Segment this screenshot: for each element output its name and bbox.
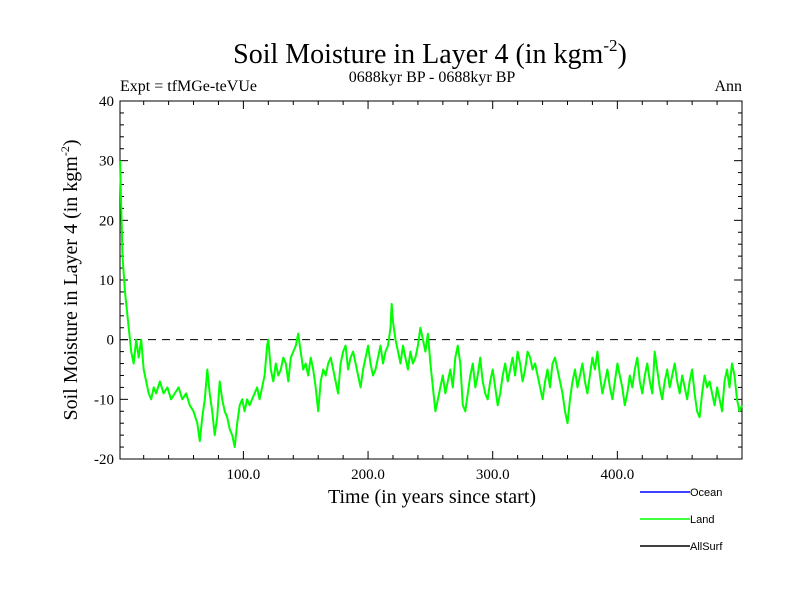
- y-tick-label: 30: [99, 154, 114, 170]
- y-tick-label: 20: [99, 213, 114, 229]
- y-tick-label: -20: [94, 452, 114, 468]
- y-axis-minor-ticks: [120, 112, 742, 448]
- x-axis-label: Time (in years since start): [328, 486, 536, 508]
- x-tick-label: 200.0: [351, 467, 385, 483]
- x-axis-minor-ticks: [143, 101, 718, 459]
- y-tick-label: 0: [107, 333, 115, 349]
- subtitle-right: Ann: [714, 78, 742, 95]
- y-axis-label-close: ): [60, 139, 82, 146]
- x-tick-label: 300.0: [476, 467, 510, 483]
- y-axis-ticks: -20 -10 0 10 20 30 40: [94, 94, 742, 468]
- x-tick-label: 100.0: [227, 467, 261, 483]
- legend-label-allsurf: AllSurf: [690, 541, 723, 553]
- y-axis-label-sup: -2: [58, 146, 72, 156]
- plot-frame: [119, 100, 743, 460]
- y-tick-label: 10: [99, 273, 114, 289]
- chart-title-sup: -2: [603, 36, 617, 55]
- chart-title: Soil Moisture in Layer 4 (in kgm-2): [233, 36, 627, 70]
- y-tick-label: 40: [99, 94, 114, 110]
- legend-label-land: Land: [690, 514, 714, 526]
- y-axis-label: Soil Moisture in Layer 4 (in kgm-2): [58, 139, 82, 420]
- chart-title-close: ): [618, 39, 627, 70]
- legend-label-ocean: Ocean: [690, 487, 722, 499]
- series-group: [119, 160, 743, 449]
- series-line-land: [119, 160, 743, 449]
- x-tick-label: 400.0: [600, 467, 634, 483]
- y-tick-label: -10: [94, 392, 114, 408]
- subtitle-center: 0688kyr BP - 0688kyr BP: [349, 69, 516, 86]
- subtitle-left: Expt = tfMGe-teVUe: [120, 78, 257, 95]
- x-axis-ticks: 100.0 200.0 300.0 400.0: [227, 101, 634, 483]
- legend: Ocean Land AllSurf: [640, 487, 723, 553]
